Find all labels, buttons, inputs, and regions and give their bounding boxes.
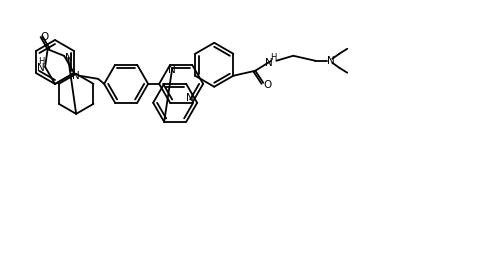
Text: N: N: [73, 71, 80, 81]
Text: H: H: [270, 53, 276, 62]
Text: N: N: [65, 53, 73, 63]
Text: O: O: [263, 80, 271, 90]
Text: N: N: [266, 58, 273, 68]
Text: N: N: [186, 93, 194, 103]
Text: N: N: [168, 65, 176, 75]
Text: N: N: [327, 56, 335, 66]
Text: N: N: [37, 63, 45, 73]
Text: H: H: [38, 57, 44, 66]
Text: O: O: [41, 32, 49, 42]
